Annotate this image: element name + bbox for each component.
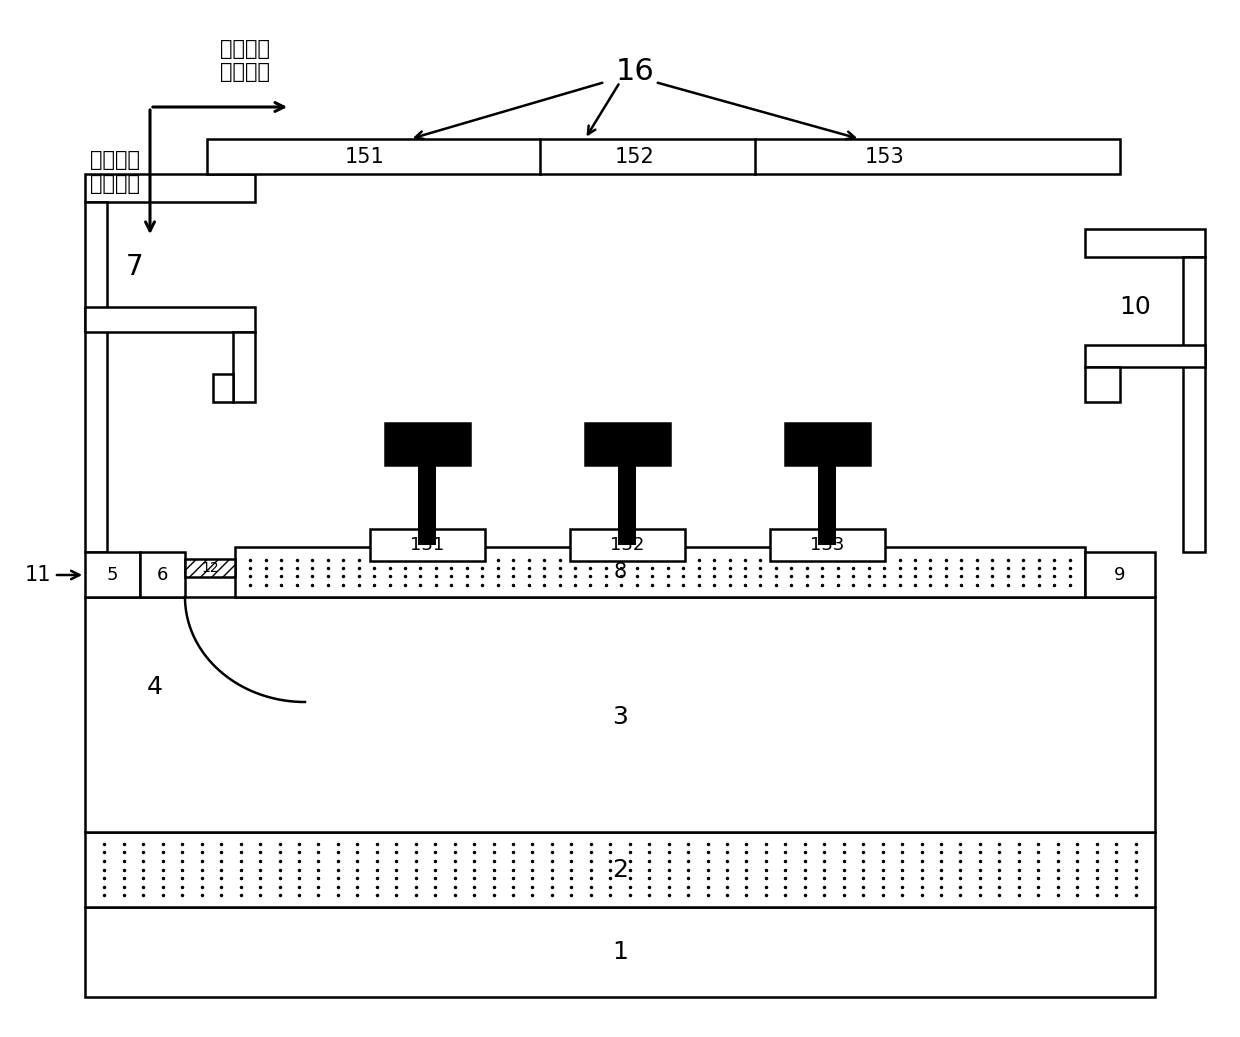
Text: 152: 152 xyxy=(615,147,655,167)
Text: 厚度方向
（纵向）: 厚度方向 （纵向） xyxy=(91,150,140,194)
Bar xyxy=(86,202,107,552)
Bar xyxy=(585,423,670,465)
Bar xyxy=(1085,552,1154,597)
Bar xyxy=(570,529,684,561)
Bar xyxy=(770,529,885,561)
Text: 132: 132 xyxy=(610,536,645,554)
Bar xyxy=(86,832,1154,907)
Text: 141: 141 xyxy=(408,435,445,453)
Bar xyxy=(86,307,255,332)
Text: 2: 2 xyxy=(613,858,627,882)
Text: 4: 4 xyxy=(148,675,162,699)
Text: 9: 9 xyxy=(1115,566,1126,584)
Bar xyxy=(86,174,255,202)
Text: 6: 6 xyxy=(156,566,167,584)
Text: 12: 12 xyxy=(201,561,218,574)
Bar xyxy=(233,332,255,402)
Bar xyxy=(207,139,1120,174)
Bar xyxy=(86,597,1154,832)
Text: 3: 3 xyxy=(613,705,627,729)
Bar xyxy=(618,465,636,545)
Bar xyxy=(1085,367,1120,402)
Bar xyxy=(185,559,236,577)
Bar xyxy=(418,465,436,545)
Bar xyxy=(785,423,870,465)
Text: 8: 8 xyxy=(614,562,626,582)
Text: 131: 131 xyxy=(410,536,444,554)
Bar xyxy=(370,529,485,561)
Text: 10: 10 xyxy=(1120,295,1151,319)
Text: 11: 11 xyxy=(25,565,79,585)
Text: 16: 16 xyxy=(615,57,655,86)
Bar xyxy=(384,423,470,465)
Bar xyxy=(86,552,140,597)
Bar xyxy=(1183,257,1205,552)
Text: 143: 143 xyxy=(808,435,846,453)
Text: 1: 1 xyxy=(613,940,627,964)
Bar xyxy=(818,465,836,545)
Text: 142: 142 xyxy=(609,435,646,453)
Bar xyxy=(1085,345,1205,367)
Text: 153: 153 xyxy=(866,147,905,167)
Text: 5: 5 xyxy=(107,566,118,584)
Text: 151: 151 xyxy=(345,147,384,167)
Bar xyxy=(140,552,185,597)
Bar xyxy=(1085,229,1205,257)
Bar xyxy=(86,907,1154,997)
Text: 长度方向
（横向）: 长度方向 （横向） xyxy=(219,38,270,82)
Bar xyxy=(213,374,233,402)
Text: 7: 7 xyxy=(126,253,144,281)
Text: 133: 133 xyxy=(810,536,844,554)
Bar xyxy=(236,546,1085,597)
